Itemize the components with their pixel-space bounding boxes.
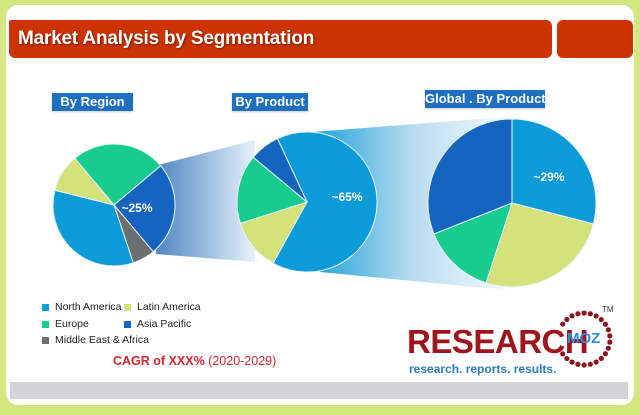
global-product-pie: ~29% — [427, 118, 597, 288]
page-title: Market Analysis by Segmentation — [18, 28, 315, 49]
zoom-connector-region-to-product — [156, 140, 255, 262]
pie-slice-north-america — [52, 189, 134, 267]
pie-percent-label: ~29% — [533, 170, 564, 184]
logo-trademark: TM — [602, 305, 614, 314]
legend-swatch — [42, 336, 49, 344]
legend-label: Latin America — [137, 301, 201, 313]
cagr-value: XXX% — [168, 354, 205, 368]
legend-swatch — [42, 320, 49, 328]
pie-slice-latin-america — [54, 157, 116, 206]
logo-tagline: research. reports. results. — [409, 362, 557, 376]
product-pie: ~65% — [236, 131, 378, 273]
pie-percent-label: ~25% — [121, 201, 152, 215]
pie-slice-europe — [74, 143, 162, 206]
cagr-period: (2020-2029) — [204, 354, 277, 368]
legend-item-europe: Europe — [42, 318, 89, 330]
pie-slice-product-d — [427, 118, 513, 235]
by-region-label: By Region — [52, 93, 133, 111]
global-by-product-label: Global . By Product — [425, 90, 546, 108]
legend-label: Middle East & Africa — [55, 334, 149, 346]
legend-item-middle-east-africa: Middle East & Africa — [42, 334, 149, 346]
legend-item-asia-pacific: Asia Pacific — [124, 318, 191, 330]
legend-swatch — [124, 320, 131, 328]
legend-swatch — [42, 303, 49, 311]
region-pie: ~25% — [52, 143, 176, 267]
header-bar: Market Analysis by Segmentation — [9, 20, 552, 58]
footer-bar — [10, 382, 628, 399]
by-product-label: By Product — [232, 93, 308, 111]
legend-label: North America — [55, 301, 122, 313]
pie-slice-asia-pacific — [113, 165, 176, 253]
legend-item-latin-america: Latin America — [124, 301, 201, 313]
logo-moz-text: MOZ — [567, 330, 601, 347]
pie-slice-product-c — [433, 202, 513, 284]
legend-swatch — [124, 303, 131, 311]
pie-slice-product-a — [272, 131, 378, 273]
logo-research-text: RESEARCH — [407, 323, 589, 360]
header-side-block — [557, 20, 633, 58]
pie-slice-product-c — [236, 156, 309, 225]
legend-item-north-america: North America — [42, 301, 122, 313]
pie-slice-product-b — [485, 202, 594, 288]
cagr-prefix: CAGR of — [113, 354, 169, 368]
legend-label: Europe — [55, 318, 89, 330]
pie-percent-label: ~65% — [331, 190, 362, 204]
legend-label: Asia Pacific — [137, 318, 192, 330]
cagr-text: CAGR of XXX% (2020-2029) — [113, 354, 276, 368]
pie-slice-product-d — [252, 137, 308, 203]
pie-slice-product-a — [511, 118, 597, 225]
